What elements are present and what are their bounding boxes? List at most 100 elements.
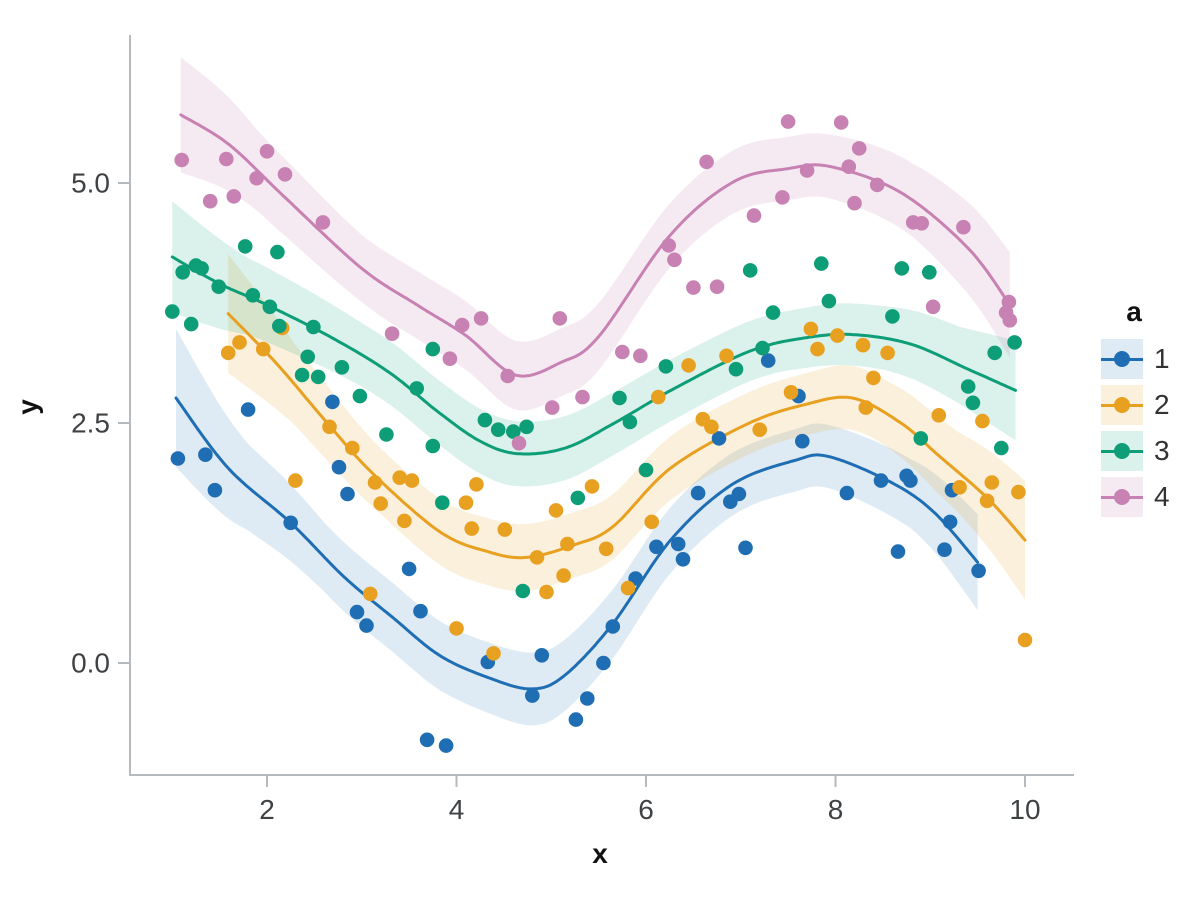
x-axis-title: x: [592, 838, 608, 869]
legend: a 1 2 3 4: [1101, 296, 1200, 523]
data-point-series-4: [384, 326, 400, 342]
x-tick-label: 8: [828, 794, 844, 825]
data-point-series-2: [783, 385, 799, 400]
data-point-series-4: [661, 238, 676, 253]
data-point-series-2: [681, 358, 696, 373]
data-point-series-4: [799, 163, 815, 178]
data-point-series-2: [486, 646, 501, 661]
data-point-series-1: [207, 482, 223, 498]
data-point-series-4: [202, 193, 218, 209]
data-point-series-2: [367, 475, 383, 490]
data-point-series-4: [746, 208, 762, 223]
y-axis-title: y: [12, 399, 43, 415]
data-point-series-1: [401, 561, 417, 577]
data-point-series-3: [814, 256, 829, 271]
legend-item-2: 2: [1101, 385, 1200, 425]
data-point-series-1: [942, 514, 958, 530]
data-point-series-4: [219, 151, 234, 167]
data-point-series-2: [458, 495, 474, 511]
data-point-series-2: [232, 335, 247, 350]
data-point-series-1: [675, 552, 691, 567]
smooth-line-series-2: [226, 312, 1027, 560]
data-point-series-3: [1007, 335, 1022, 350]
data-point-series-3: [638, 462, 654, 478]
data-point-series-3: [310, 369, 326, 385]
legend-key-1: [1101, 339, 1143, 379]
data-point-series-4: [841, 159, 857, 174]
data-point-series-2: [497, 522, 513, 537]
smooth-line-series-1: [174, 396, 980, 691]
data-point-series-2: [598, 541, 614, 557]
data-point-series-3: [165, 304, 180, 319]
y-tick-label: 5.0: [71, 168, 110, 199]
data-point-series-2: [704, 419, 719, 435]
data-point-series-4: [780, 114, 796, 129]
data-point-series-1: [534, 648, 550, 663]
data-point-series-4: [709, 279, 725, 295]
data-point-series-3: [270, 244, 285, 260]
data-point-series-3: [490, 422, 506, 438]
data-point-series-2: [288, 473, 303, 488]
data-point-series-2: [529, 550, 545, 565]
data-point-series-2: [363, 586, 378, 602]
data-point-series-4: [633, 348, 648, 364]
data-point-series-2: [984, 475, 1000, 490]
data-point-series-4: [226, 189, 242, 204]
smooth-ribbon-series-1: [176, 328, 978, 726]
data-point-series-3: [965, 395, 981, 411]
x-tick-label: 4: [449, 794, 465, 825]
data-point-series-2: [830, 328, 845, 343]
data-point-series-3: [519, 419, 534, 435]
legend-item-4: 4: [1101, 477, 1200, 517]
data-point-series-1: [419, 732, 435, 748]
data-point-series-4: [667, 252, 682, 268]
data-point-series-2: [651, 389, 666, 405]
data-point-series-4: [686, 280, 701, 295]
data-point-series-1: [971, 563, 986, 579]
data-point-series-3: [728, 361, 744, 377]
data-point-series-1: [670, 536, 686, 552]
data-point-series-3: [237, 239, 253, 254]
data-point-series-2: [719, 348, 734, 364]
data-point-series-2: [345, 440, 360, 456]
data-point-series-1: [649, 539, 664, 555]
x-tick-label: 2: [259, 794, 275, 825]
data-point-series-3: [294, 367, 310, 383]
data-point-series-3: [379, 427, 394, 442]
data-point-series-4: [575, 389, 590, 405]
data-point-series-4: [851, 141, 867, 156]
data-point-series-3: [885, 309, 900, 324]
data-point-series-3: [821, 293, 837, 309]
data-point-series-3: [262, 299, 278, 315]
data-point-series-3: [409, 381, 425, 396]
data-point-series-2: [620, 580, 636, 596]
data-point-series-2: [539, 584, 554, 600]
data-point-series-2: [880, 345, 895, 361]
data-point-series-1: [331, 459, 347, 475]
data-point-series-1: [349, 604, 365, 620]
data-point-series-4: [552, 311, 568, 326]
data-point-series-3: [765, 305, 781, 320]
data-point-series-2: [464, 521, 480, 536]
data-point-series-2: [855, 337, 871, 353]
data-point-series-3: [913, 431, 929, 446]
data-point-series-2: [404, 473, 420, 488]
data-point-series-4: [615, 344, 630, 360]
legend-item-1: 1: [1101, 339, 1200, 379]
data-point-series-3: [306, 319, 321, 335]
data-point-series-3: [515, 583, 531, 599]
data-point-series-4: [544, 400, 560, 415]
data-point-series-1: [438, 738, 454, 753]
legend-dot-icon: [1114, 489, 1130, 505]
data-point-series-3: [300, 349, 316, 365]
legend-label: 1: [1154, 343, 1170, 374]
data-point-series-4: [833, 115, 849, 130]
x-tick-label: 10: [1009, 794, 1040, 825]
data-point-series-4: [511, 435, 527, 451]
data-point-series-4: [473, 311, 489, 326]
data-point-series-3: [352, 388, 368, 404]
data-point-series-2: [952, 480, 967, 495]
data-point-series-3: [994, 440, 1009, 456]
data-point-series-2: [322, 419, 337, 435]
